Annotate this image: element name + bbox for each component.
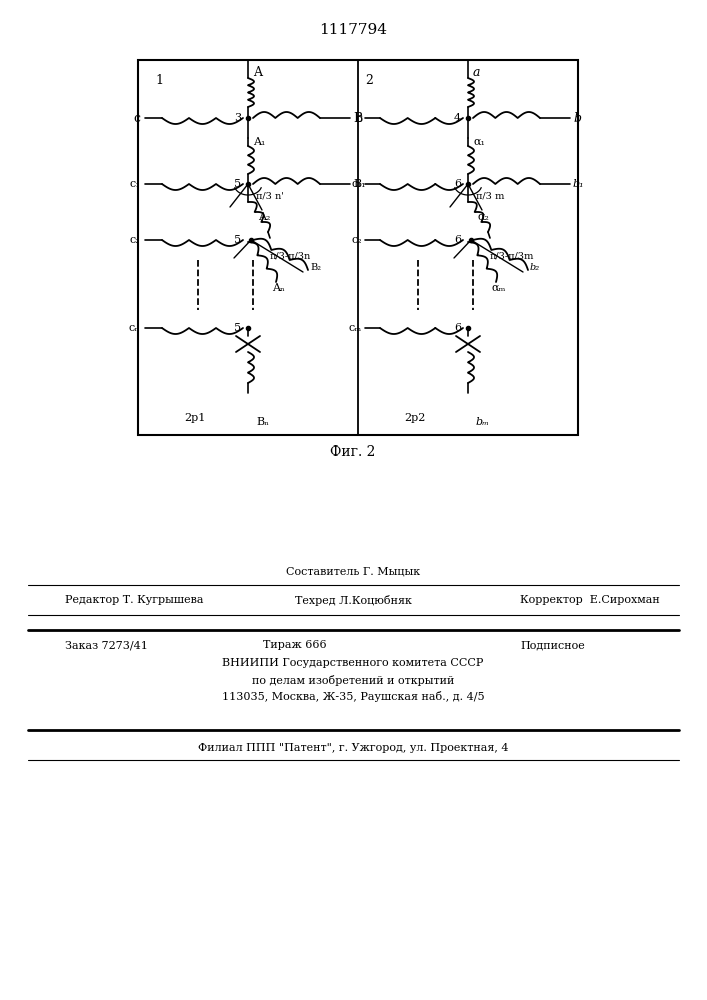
Text: Тираж 666: Тираж 666 (263, 640, 327, 650)
Text: Филиал ППП "Патент", г. Ужгород, ул. Проектная, 4: Филиал ППП "Патент", г. Ужгород, ул. Про… (198, 743, 508, 753)
Text: cₘ: cₘ (349, 323, 362, 333)
Text: b₂: b₂ (530, 262, 540, 271)
Text: A: A (253, 66, 262, 80)
Text: bₘ: bₘ (476, 417, 490, 427)
Text: c₂: c₂ (351, 235, 362, 245)
Text: B₂: B₂ (310, 262, 321, 271)
Text: π/3-π/3n: π/3-π/3n (270, 251, 311, 260)
Text: αₘ: αₘ (492, 283, 506, 293)
Text: c: c (133, 111, 140, 124)
Bar (138, 60, 578, 435)
Text: 1: 1 (155, 74, 163, 87)
Text: 2: 2 (365, 74, 373, 87)
Text: 6: 6 (454, 323, 461, 333)
Text: π/3-π/3m: π/3-π/3m (490, 251, 534, 260)
Text: Заказ 7273/41: Заказ 7273/41 (65, 640, 148, 650)
Text: b₁: b₁ (573, 179, 585, 189)
Text: ВНИИПИ Государственного комитета СССР: ВНИИПИ Государственного комитета СССР (222, 658, 484, 668)
Text: Корректор  Е.Сирохман: Корректор Е.Сирохман (520, 595, 660, 605)
Text: c₁: c₁ (129, 179, 140, 189)
Text: B₁: B₁ (353, 179, 366, 189)
Text: 4: 4 (454, 113, 461, 123)
Text: 5: 5 (234, 323, 241, 333)
Text: Подписное: Подписное (520, 640, 585, 650)
Text: 113035, Москва, Ж-35, Раушская наб., д. 4/5: 113035, Москва, Ж-35, Раушская наб., д. … (222, 692, 484, 702)
Text: cₙ: cₙ (129, 323, 140, 333)
Text: по делам изобретений и открытий: по делам изобретений и открытий (252, 674, 454, 686)
Text: B: B (353, 111, 362, 124)
Text: Фиг. 2: Фиг. 2 (330, 445, 375, 459)
Text: Составитель Г. Мыцык: Составитель Г. Мыцык (286, 567, 420, 577)
Text: Aₙ: Aₙ (272, 283, 285, 293)
Text: c: c (355, 111, 362, 124)
Text: 5: 5 (234, 179, 241, 189)
Text: A₁: A₁ (253, 137, 265, 147)
Text: 6: 6 (454, 179, 461, 189)
Text: b: b (573, 111, 581, 124)
Text: 6: 6 (454, 235, 461, 245)
Text: 5: 5 (234, 235, 241, 245)
Text: 3: 3 (234, 113, 241, 123)
Text: 1117794: 1117794 (319, 23, 387, 37)
Text: c₂: c₂ (129, 235, 140, 245)
Text: a: a (473, 66, 481, 80)
Text: A₂: A₂ (258, 212, 270, 222)
Text: 2p1: 2p1 (185, 413, 206, 423)
Text: Редактор Т. Кугрышева: Редактор Т. Кугрышева (65, 595, 204, 605)
Text: Bₙ: Bₙ (256, 417, 269, 427)
Text: 2p2: 2p2 (404, 413, 426, 423)
Text: π/3 n': π/3 n' (256, 192, 284, 200)
Text: α₁: α₁ (473, 137, 485, 147)
Text: α₂: α₂ (478, 212, 490, 222)
Text: π/3 m: π/3 m (476, 192, 504, 200)
Text: Техред Л.Коцюбняк: Техред Л.Коцюбняк (295, 594, 412, 605)
Text: c₁: c₁ (351, 179, 362, 189)
